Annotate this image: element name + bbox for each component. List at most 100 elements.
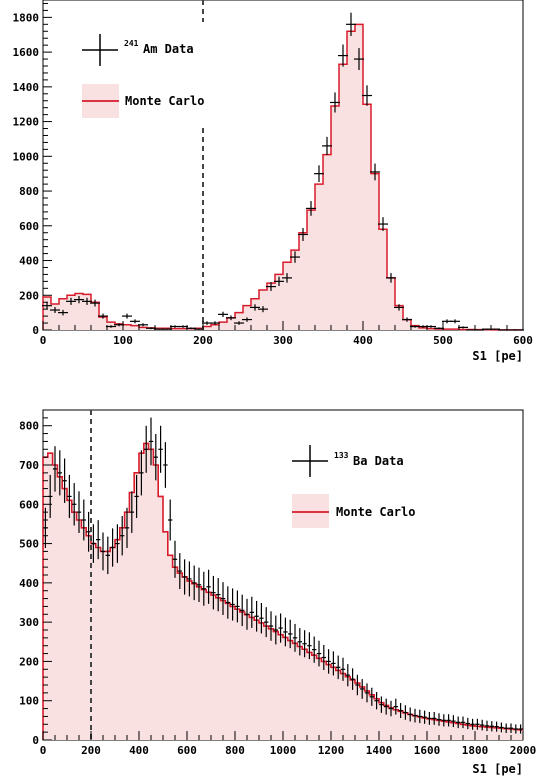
data-point <box>42 302 52 309</box>
data-point <box>480 719 485 731</box>
data-point <box>504 723 509 733</box>
data-point <box>369 687 374 706</box>
x-tick-label: 400 <box>353 334 373 347</box>
data-point <box>378 217 388 231</box>
data-point <box>74 295 84 304</box>
data-point <box>316 640 322 667</box>
y-tick-label: 500 <box>19 538 39 551</box>
legend-mc-label-top: Monte Carlo <box>125 94 204 108</box>
data-point <box>314 165 324 183</box>
data-point <box>129 491 134 533</box>
data-point <box>384 698 389 715</box>
data-point <box>292 623 298 652</box>
data-point <box>158 425 163 473</box>
data-point <box>426 325 436 328</box>
data-point <box>458 326 468 329</box>
y-tick-label: 800 <box>19 185 39 198</box>
data-point <box>508 723 514 733</box>
data-point <box>211 575 216 610</box>
legend-data-sup-bottom: 133 <box>334 451 349 460</box>
x-tick-label: 100 <box>113 334 133 347</box>
data-point <box>230 588 235 621</box>
data-point <box>274 276 284 287</box>
legend-mc-swatch-bottom <box>292 494 329 528</box>
y-tick-label: 300 <box>19 616 39 629</box>
x-tick-label: 200 <box>81 744 101 757</box>
data-point <box>475 718 480 730</box>
data-point <box>82 297 92 305</box>
data-point <box>436 713 442 726</box>
x-axis-title-bottom: S1 [pe] <box>472 762 523 776</box>
data-point <box>242 317 252 322</box>
data-point <box>307 632 312 660</box>
data-point <box>338 44 348 67</box>
data-point <box>354 48 364 71</box>
data-point <box>297 628 302 656</box>
y-tick-label: 200 <box>19 289 39 302</box>
y-tick-label: 800 <box>19 420 39 433</box>
y-tick-label: 700 <box>19 459 39 472</box>
data-point <box>146 327 156 330</box>
data-point <box>182 559 187 595</box>
data-point <box>130 319 140 324</box>
mc-histogram-top <box>42 23 523 331</box>
x-tick-label: 0 <box>40 744 47 757</box>
x-tick-label: 0 <box>40 334 47 347</box>
chart-am241: 0 100 200 300 400 500 600 0 200 400 600 800 1000 120… <box>13 0 533 363</box>
data-point <box>235 590 240 623</box>
y-tick-label: 1000 <box>13 150 40 163</box>
x-tick-label: 800 <box>225 744 245 757</box>
data-point <box>153 433 158 481</box>
x-ticks-bottom: 0 200 400 600 800 1000 1200 1400 1600 1800 2000 <box>40 731 536 757</box>
data-point <box>278 613 283 643</box>
x-tick-label: 200 <box>193 334 213 347</box>
data-point <box>450 319 460 324</box>
data-point <box>124 507 130 548</box>
data-point <box>134 474 139 518</box>
data-point <box>186 327 196 330</box>
data-point <box>388 700 394 717</box>
data-point <box>408 707 413 722</box>
y-tick-label: 400 <box>19 577 39 590</box>
data-point <box>254 600 259 632</box>
data-point <box>220 582 226 615</box>
data-point <box>451 715 456 728</box>
data-point <box>432 711 437 725</box>
data-point <box>115 524 120 563</box>
data-point <box>110 528 115 567</box>
data-point <box>240 594 245 627</box>
data-point <box>114 323 124 327</box>
data-point <box>393 698 398 715</box>
y-tick-label: 0 <box>32 324 39 337</box>
data-point <box>258 306 268 313</box>
data-point <box>259 602 264 634</box>
data-point <box>122 313 132 319</box>
mc-step-line <box>42 23 523 331</box>
mc-step-line <box>42 442 523 740</box>
x-axis-title-top: S1 [pe] <box>472 349 523 363</box>
x-tick-label: 600 <box>513 334 533 347</box>
data-point <box>192 565 197 601</box>
data-point <box>162 328 172 330</box>
data-point <box>470 718 475 730</box>
x-tick-label: 1200 <box>318 744 345 757</box>
data-point <box>336 655 341 680</box>
x-tick-label: 1600 <box>414 744 441 757</box>
x-tick-label: 1800 <box>462 744 489 757</box>
data-point <box>249 596 254 628</box>
y-tick-label: 1400 <box>13 81 40 94</box>
data-point <box>422 710 427 724</box>
data-point <box>76 491 82 533</box>
y-tick-label: 1600 <box>13 46 40 59</box>
data-point <box>290 251 300 263</box>
data-point <box>306 201 316 216</box>
data-point <box>460 716 466 729</box>
data-point <box>96 520 101 560</box>
data-point <box>148 417 154 466</box>
data-point <box>326 649 331 674</box>
data-points-bottom <box>43 417 523 734</box>
data-point <box>441 714 446 727</box>
data-point <box>398 703 403 719</box>
data-point <box>288 619 293 649</box>
